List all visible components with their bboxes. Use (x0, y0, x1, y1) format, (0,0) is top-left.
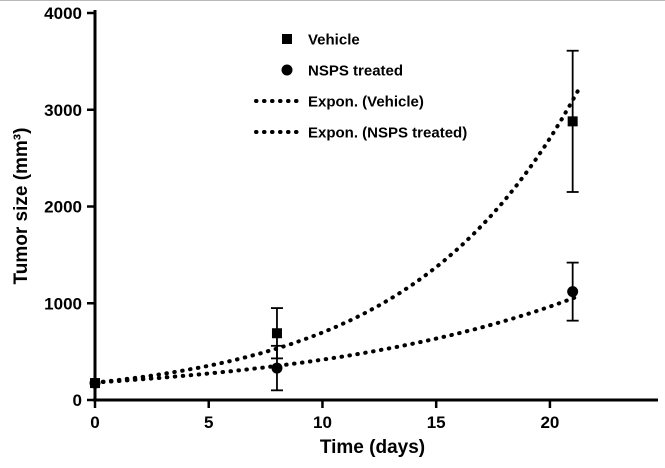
nsps-point (89, 377, 101, 389)
x-axis-label: Time (days) (319, 437, 426, 458)
legend-label: Expon. (NSPS treated) (308, 125, 467, 142)
x-tick-label: 0 (90, 413, 99, 432)
legend-label: Vehicle (308, 32, 360, 49)
vehicle-point (567, 116, 578, 127)
nsps-point (271, 362, 283, 374)
y-tick-label: 3000 (44, 101, 82, 120)
vehicle-point (271, 328, 282, 339)
nsps-point (567, 286, 579, 298)
x-tick-label: 15 (427, 413, 446, 432)
y-tick-label: 4000 (44, 4, 82, 23)
legend-square-marker (282, 34, 292, 44)
y-tick-label: 1000 (44, 294, 82, 313)
y-tick-label: 0 (73, 391, 82, 410)
legend-label: Expon. (Vehicle) (308, 94, 424, 111)
x-tick-label: 10 (313, 413, 332, 432)
x-tick-label: 5 (204, 413, 213, 432)
trendline-nsps (93, 293, 582, 385)
legend-circle-marker (281, 64, 293, 76)
y-tick-label: 2000 (44, 198, 82, 217)
trendline-vehicle (93, 85, 582, 385)
x-tick-label: 20 (540, 413, 559, 432)
y-axis-label: Tumor size (mm³) (11, 127, 32, 285)
legend-label: NSPS treated (308, 63, 403, 80)
